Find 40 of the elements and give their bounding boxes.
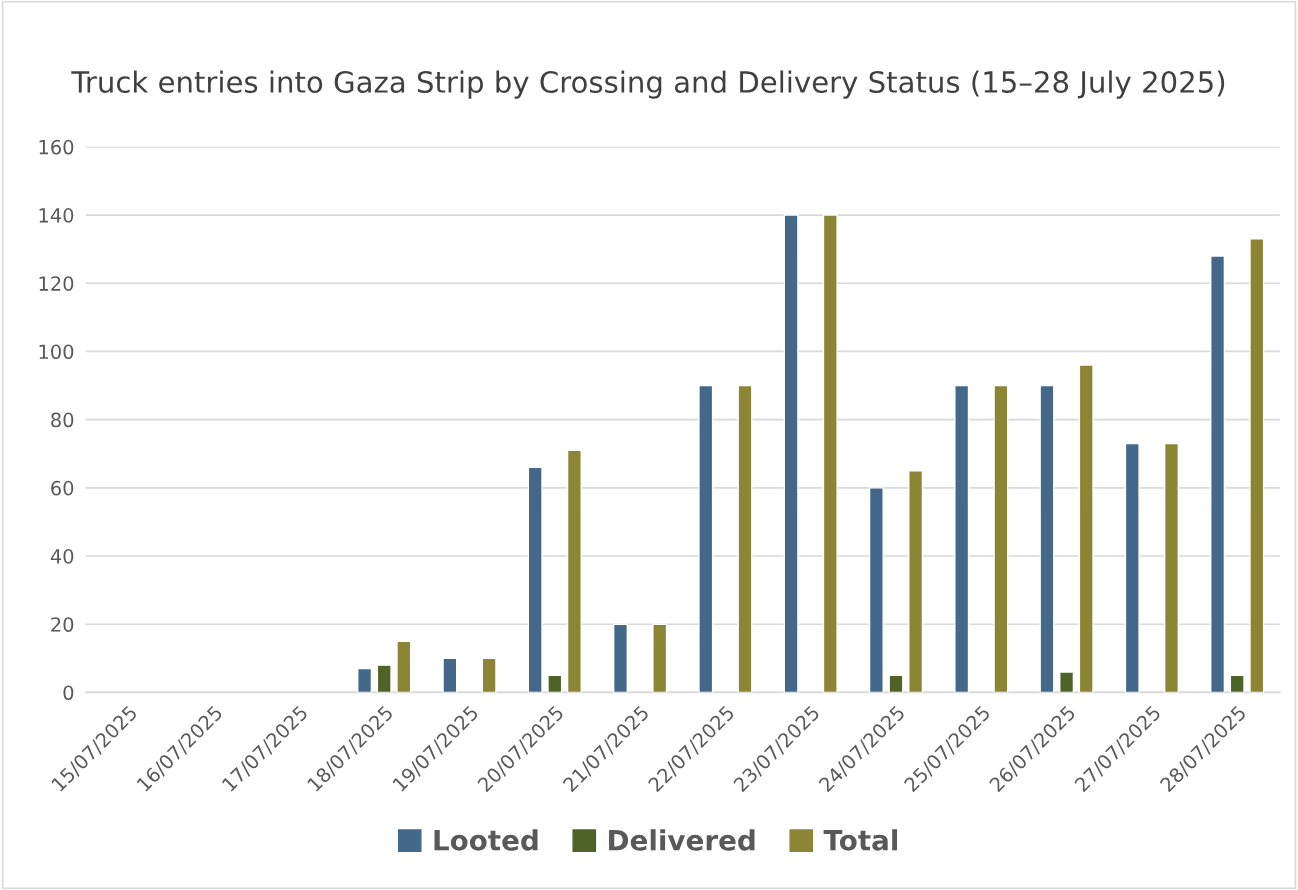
bar xyxy=(396,640,412,693)
bar xyxy=(698,384,714,693)
bar xyxy=(442,657,458,693)
bar xyxy=(783,214,799,693)
legend-label: Looted xyxy=(434,829,538,851)
bar xyxy=(1078,364,1094,693)
bar xyxy=(1039,384,1055,693)
y-tick-label: 140 xyxy=(39,208,74,223)
y-tick-label: 20 xyxy=(51,617,74,632)
bar xyxy=(652,623,668,693)
bar xyxy=(376,664,392,693)
bar xyxy=(954,384,970,693)
bar xyxy=(993,384,1009,693)
bar xyxy=(888,674,904,693)
legend-label: Total xyxy=(823,829,898,851)
bar xyxy=(908,470,924,693)
bar xyxy=(566,449,582,693)
y-tick-label: 120 xyxy=(39,276,74,291)
bar xyxy=(1163,442,1180,693)
y-tick-label: 0 xyxy=(63,685,74,701)
bar xyxy=(1210,255,1226,693)
bar xyxy=(527,466,543,693)
bar xyxy=(1124,442,1140,693)
y-tick-label: 60 xyxy=(51,480,74,496)
bar xyxy=(481,657,497,693)
bar xyxy=(868,487,884,693)
y-tick-label: 100 xyxy=(39,344,74,360)
chart-title: Truck entries into Gaza Strip by Crossing and Delivery Status (15–28 July 2025) xyxy=(71,70,1225,99)
bar xyxy=(357,667,373,693)
bar xyxy=(737,384,753,693)
bar xyxy=(1229,674,1245,693)
y-tick-label: 80 xyxy=(51,412,74,428)
bar xyxy=(547,674,563,693)
bar xyxy=(822,214,838,693)
bar xyxy=(612,623,628,693)
bar xyxy=(1249,238,1265,693)
bar xyxy=(1059,671,1075,693)
y-tick-label: 40 xyxy=(50,548,74,564)
y-tick-label: 160 xyxy=(39,139,74,155)
legend-label: Delivered xyxy=(609,829,755,851)
